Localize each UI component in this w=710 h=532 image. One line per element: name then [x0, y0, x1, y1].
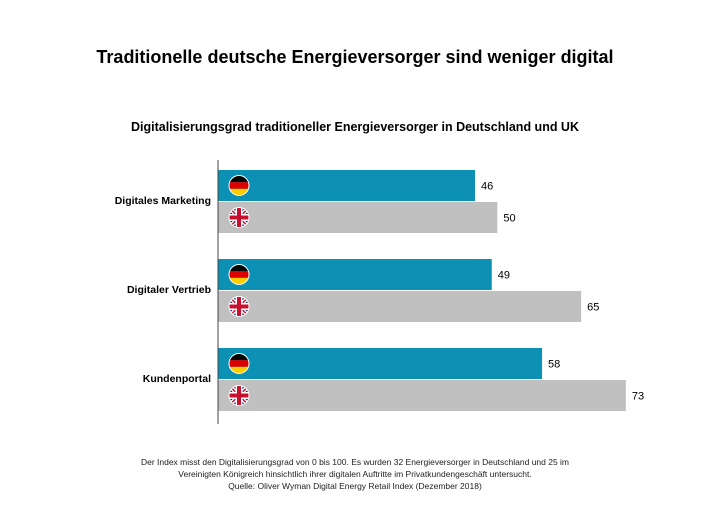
chart-subtitle: Digitalisierungsgrad traditioneller Ener…: [130, 120, 579, 134]
footnote-line-2: Vereinigten Königreich hinsichtlich ihre…: [178, 469, 532, 479]
uk-flag-icon: [228, 207, 250, 228]
chart-title: Traditionelle deutsche Energieversorger …: [96, 47, 614, 67]
bar-3-uk: [218, 380, 626, 411]
germany-flag-icon: [228, 353, 250, 374]
category-label: Digitaler Vertrieb: [127, 284, 211, 296]
category-label: Kundenportal: [143, 373, 211, 385]
uk-flag-icon: [228, 385, 250, 406]
germany-flag-icon: [228, 264, 250, 285]
uk-flag-icon: [228, 296, 250, 317]
bar-3-de: [218, 348, 543, 379]
value-label: 58: [548, 359, 560, 371]
bar-2-de: [218, 259, 492, 290]
bar-1-de: [218, 170, 475, 201]
value-label: 50: [503, 213, 515, 225]
bar-1-uk: [218, 202, 498, 233]
footnote-line-1: Der Index misst den Digitalisierungsgrad…: [140, 457, 570, 467]
value-label: 65: [587, 302, 599, 314]
value-label: 46: [481, 181, 493, 193]
footnote-source: Quelle: Oliver Wyman Digital Energy Reta…: [228, 481, 482, 491]
category-label: Digitales Marketing: [115, 195, 211, 207]
germany-flag-icon: [228, 175, 250, 196]
footnote: Der Index misst den Digitalisierungsgrad…: [60, 456, 650, 492]
bar-2-uk: [218, 291, 582, 322]
value-label: 73: [632, 391, 644, 403]
value-label: 49: [498, 270, 510, 282]
